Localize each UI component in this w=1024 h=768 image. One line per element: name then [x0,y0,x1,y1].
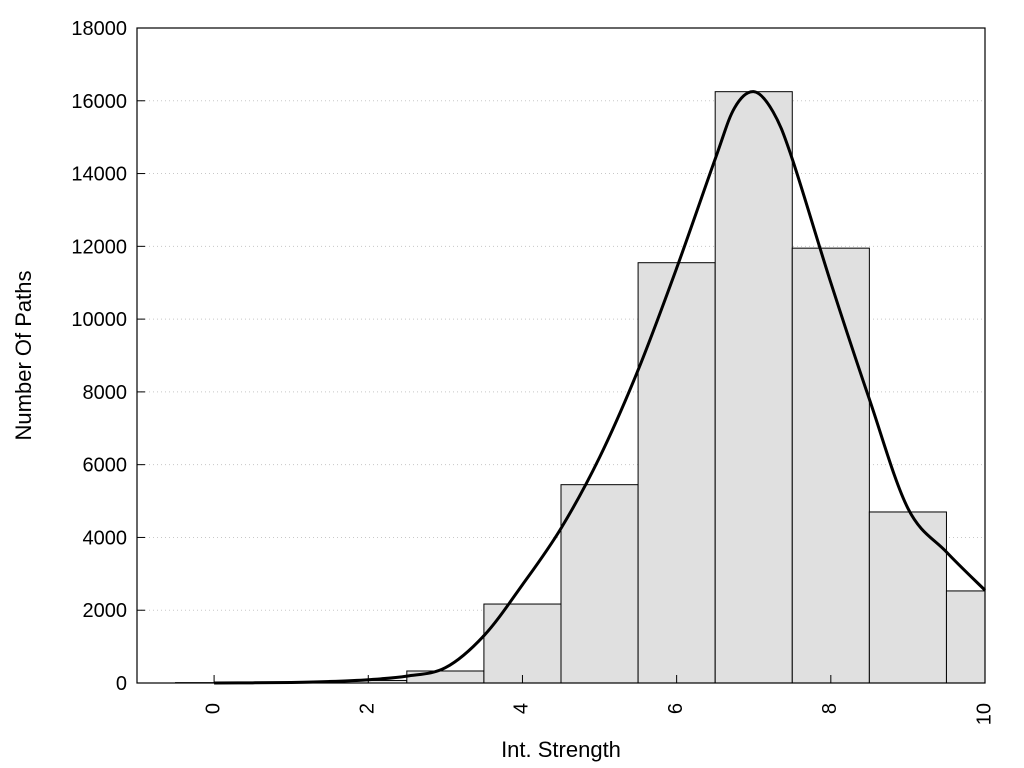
histogram-bar [637,262,716,684]
y-tick-label: 2000 [83,600,128,622]
y-tick-label: 8000 [83,382,128,404]
x-tick-label: 0 [202,703,224,714]
x-tick-label: 2 [357,703,379,714]
x-tick-label: 10 [973,703,995,725]
bars [175,91,986,684]
histogram-bar [406,670,485,684]
x-axis-title: Int. Strength [501,737,621,762]
x-axis-ticks: 0 2 4 6 8 10 [202,675,995,725]
y-tick-label: 10000 [71,309,127,331]
y-tick-label: 0 [116,673,127,695]
plot-frame [136,27,986,684]
y-axis-ticks: 0 2000 4000 6000 8000 10000 12000 14000 16000 180… [71,18,145,695]
y-axis-title: Number Of Paths [11,271,36,441]
histogram-bar [868,511,947,684]
histogram-bar [945,590,986,684]
y-tick-label: 16000 [71,91,127,113]
x-tick-label: 4 [511,703,533,714]
x-tick-label: 6 [665,703,687,714]
y-tick-label: 18000 [71,18,127,40]
y-tick-label: 6000 [83,455,128,477]
x-tick-label: 8 [819,703,841,714]
y-tick-label: 4000 [83,527,128,549]
histogram-bar [483,603,562,684]
histogram-bar [791,247,870,684]
histogram-bar [714,91,793,684]
y-tick-label: 12000 [71,236,127,258]
histogram-bar [560,484,639,684]
y-tick-label: 14000 [71,164,127,186]
